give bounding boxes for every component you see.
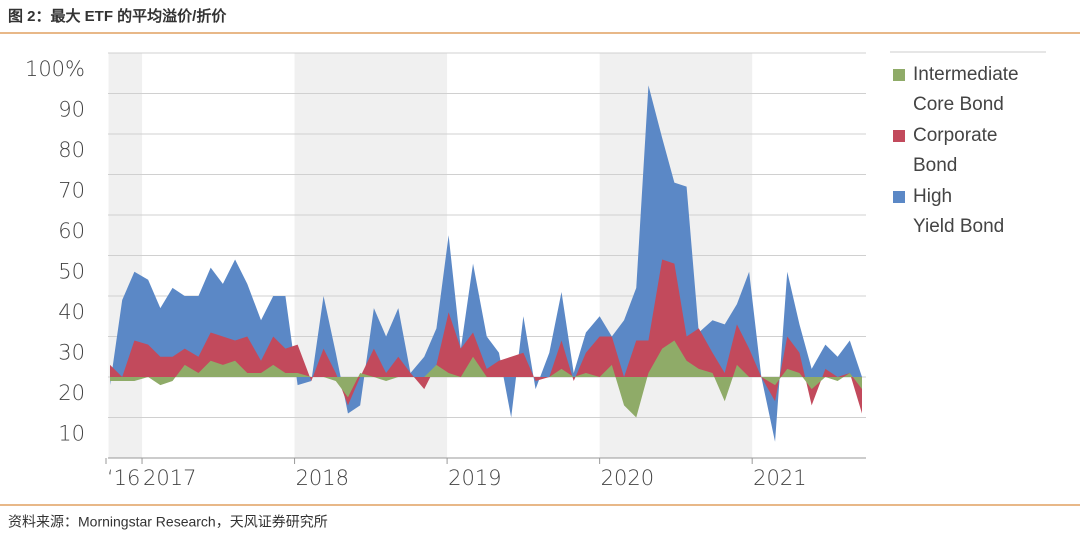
legend-label: Intermediate Core Bond (913, 64, 1019, 115)
y-tick-label: 40 (58, 300, 85, 324)
x-tick-label: 2018 (296, 466, 349, 490)
legend-label: Corporate Bond (913, 125, 998, 176)
x-tick-label: 2017 (143, 466, 196, 490)
x-tick-label: 2021 (753, 466, 806, 490)
x-tick-label: 2019 (448, 466, 501, 490)
source-note: 资料来源：Morningstar Research，天风证券研究所 (8, 514, 328, 530)
y-tick-label: 80 (58, 138, 85, 162)
y-tick-label: 20 (58, 381, 85, 405)
area (110, 340, 862, 418)
y-tick-label: 50 (58, 260, 85, 284)
x-tick-label: ‘16 (107, 466, 140, 490)
y-tick-label: 30 (58, 341, 85, 365)
y-tick-label: 10 (58, 422, 85, 446)
x-tick-label: 2020 (601, 466, 654, 490)
y-tick-label: 60 (58, 219, 85, 243)
y-tick-label: 90 (58, 98, 85, 122)
y-tick-label: 70 (58, 179, 85, 203)
legend-swatch (893, 130, 905, 142)
legend-swatch (893, 191, 905, 203)
chart-title: 图 2：最大 ETF 的平均溢价/折价 (8, 7, 227, 25)
legend-swatch (893, 69, 905, 81)
legend-label: High Yield Bond (913, 186, 1004, 237)
y-tick-label: 100% (25, 57, 85, 81)
